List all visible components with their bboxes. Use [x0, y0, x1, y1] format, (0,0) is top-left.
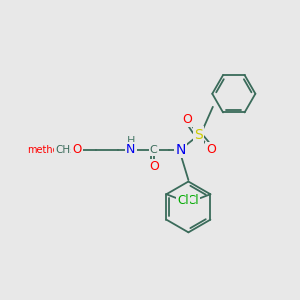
- Text: S: S: [194, 128, 203, 142]
- Text: O: O: [72, 143, 81, 157]
- Text: N: N: [176, 143, 186, 157]
- Text: CH₃: CH₃: [55, 145, 74, 155]
- Text: O: O: [182, 113, 192, 126]
- Text: Cl: Cl: [188, 194, 199, 207]
- Text: N: N: [126, 143, 135, 157]
- Text: H: H: [127, 136, 135, 146]
- Text: methoxy: methoxy: [27, 145, 70, 155]
- Text: O: O: [149, 160, 159, 173]
- Text: Cl: Cl: [178, 194, 189, 207]
- Text: C: C: [150, 145, 158, 155]
- Text: O: O: [207, 143, 216, 157]
